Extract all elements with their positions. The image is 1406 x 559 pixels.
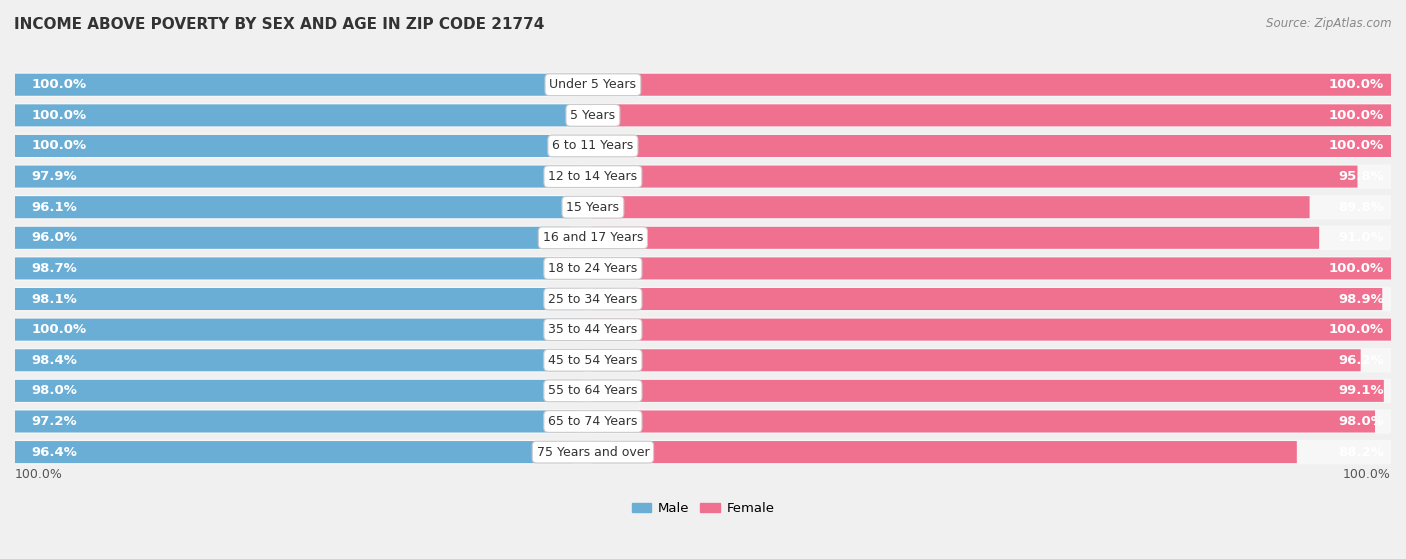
FancyBboxPatch shape [15,257,585,280]
Text: 16 and 17 Years: 16 and 17 Years [543,231,643,244]
Text: 65 to 74 Years: 65 to 74 Years [548,415,637,428]
Text: 98.0%: 98.0% [31,385,77,397]
Text: 18 to 24 Years: 18 to 24 Years [548,262,637,275]
Text: 88.2%: 88.2% [1339,446,1384,458]
FancyBboxPatch shape [15,165,581,188]
FancyBboxPatch shape [593,165,1357,188]
FancyBboxPatch shape [15,196,571,218]
Text: Source: ZipAtlas.com: Source: ZipAtlas.com [1267,17,1392,30]
Text: 96.1%: 96.1% [31,201,77,214]
FancyBboxPatch shape [15,319,593,340]
Text: 6 to 11 Years: 6 to 11 Years [553,139,634,153]
FancyBboxPatch shape [15,410,576,433]
Text: 98.0%: 98.0% [1339,415,1384,428]
Text: 98.4%: 98.4% [31,354,77,367]
Text: 100.0%: 100.0% [31,109,87,122]
Text: 55 to 64 Years: 55 to 64 Years [548,385,637,397]
FancyBboxPatch shape [15,226,1391,250]
Text: 98.1%: 98.1% [31,292,77,306]
Text: 96.2%: 96.2% [1339,354,1384,367]
FancyBboxPatch shape [15,287,1391,311]
FancyBboxPatch shape [593,410,1375,433]
FancyBboxPatch shape [15,288,582,310]
Text: 98.7%: 98.7% [31,262,77,275]
Text: 97.2%: 97.2% [31,415,77,428]
Text: INCOME ABOVE POVERTY BY SEX AND AGE IN ZIP CODE 21774: INCOME ABOVE POVERTY BY SEX AND AGE IN Z… [14,17,544,32]
Text: 45 to 54 Years: 45 to 54 Years [548,354,637,367]
FancyBboxPatch shape [15,380,581,402]
Text: 100.0%: 100.0% [1329,78,1384,91]
FancyBboxPatch shape [593,441,1296,463]
Text: 12 to 14 Years: 12 to 14 Years [548,170,637,183]
Text: 97.9%: 97.9% [31,170,77,183]
FancyBboxPatch shape [593,257,1391,280]
FancyBboxPatch shape [15,409,1391,434]
FancyBboxPatch shape [593,319,1391,340]
Text: 75 Years and over: 75 Years and over [537,446,650,458]
FancyBboxPatch shape [15,348,1391,372]
FancyBboxPatch shape [15,227,569,249]
FancyBboxPatch shape [15,135,593,157]
FancyBboxPatch shape [15,318,1391,342]
Text: 15 Years: 15 Years [567,201,620,214]
Text: 96.4%: 96.4% [31,446,77,458]
FancyBboxPatch shape [593,74,1391,96]
FancyBboxPatch shape [593,105,1391,126]
Text: 100.0%: 100.0% [1329,323,1384,336]
FancyBboxPatch shape [15,105,593,126]
FancyBboxPatch shape [15,256,1391,281]
FancyBboxPatch shape [15,441,572,463]
Legend: Male, Female: Male, Female [626,497,780,520]
FancyBboxPatch shape [15,164,1391,189]
Text: 99.1%: 99.1% [1339,385,1384,397]
Text: 35 to 44 Years: 35 to 44 Years [548,323,637,336]
Text: 98.9%: 98.9% [1339,292,1384,306]
FancyBboxPatch shape [593,196,1309,218]
Text: 100.0%: 100.0% [1329,109,1384,122]
Text: 100.0%: 100.0% [15,468,63,481]
FancyBboxPatch shape [15,103,1391,127]
Text: 100.0%: 100.0% [31,139,87,153]
FancyBboxPatch shape [593,380,1384,402]
FancyBboxPatch shape [593,349,1361,371]
Text: 5 Years: 5 Years [571,109,616,122]
Text: 100.0%: 100.0% [1329,262,1384,275]
Text: 95.8%: 95.8% [1339,170,1384,183]
FancyBboxPatch shape [15,378,1391,403]
FancyBboxPatch shape [15,195,1391,220]
FancyBboxPatch shape [593,227,1319,249]
FancyBboxPatch shape [15,349,583,371]
FancyBboxPatch shape [15,440,1391,465]
Text: 91.0%: 91.0% [1339,231,1384,244]
FancyBboxPatch shape [593,135,1391,157]
FancyBboxPatch shape [593,288,1382,310]
Text: Under 5 Years: Under 5 Years [550,78,637,91]
FancyBboxPatch shape [15,134,1391,158]
Text: 25 to 34 Years: 25 to 34 Years [548,292,637,306]
Text: 100.0%: 100.0% [31,323,87,336]
FancyBboxPatch shape [15,73,1391,97]
Text: 100.0%: 100.0% [1329,139,1384,153]
Text: 96.0%: 96.0% [31,231,77,244]
FancyBboxPatch shape [15,74,593,96]
Text: 100.0%: 100.0% [1343,468,1391,481]
Text: 100.0%: 100.0% [31,78,87,91]
Text: 89.8%: 89.8% [1339,201,1384,214]
